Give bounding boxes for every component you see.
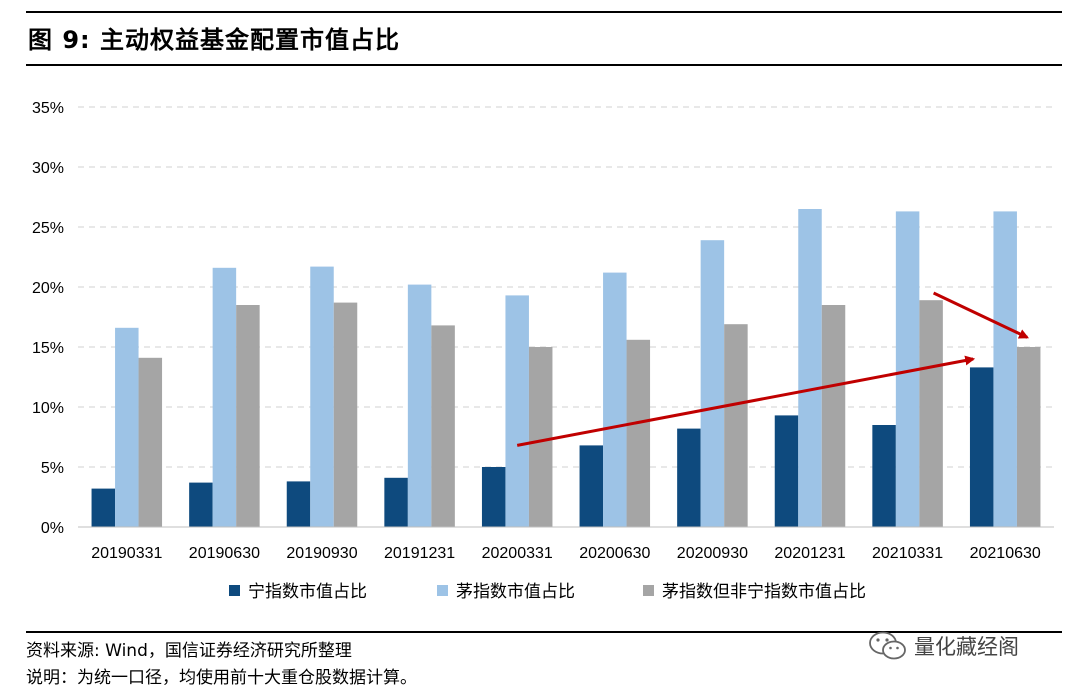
y-tick-label: 30% [32,160,64,177]
watermark: 量化藏经阁 [868,628,1019,664]
x-tick-label: 20190331 [91,545,162,562]
bar-series-3 [431,325,455,527]
bar-series-2 [310,266,334,527]
gridlines [78,106,1054,468]
bar-series-2 [603,272,627,527]
source-note: 资料来源: Wind，国信证券经济研究所整理 [26,641,352,661]
legend: 宁指数市值占比 茅指数市值占比 茅指数但非宁指数市值占比 [229,582,866,602]
bar-series-1 [384,477,408,527]
legend-swatch [229,585,240,596]
bar-series-1 [579,445,604,527]
bar-series-3 [626,339,651,527]
bar-series-3 [333,302,358,527]
figure-title: 图 9: 主动权益基金配置市值占比 [28,26,401,54]
bar-series-3 [1016,347,1041,527]
x-tick-label: 20190630 [189,545,260,562]
x-tick-label: 20200630 [579,545,650,562]
x-tick-label: 20210630 [970,545,1041,562]
x-tick-label: 20201231 [774,545,845,562]
bar-series-1 [91,488,116,527]
bar-series-1 [481,467,506,527]
wechat-icon [869,631,906,660]
top-rule [26,11,1062,13]
bar-series-3 [821,305,846,527]
bottom-rule [26,631,1062,633]
bar-series-2 [895,211,920,527]
bar-series-1 [872,425,896,527]
bar-series-1 [774,415,799,527]
y-tick-label: 5% [41,460,64,477]
bar-series-3 [724,324,748,527]
bar-series-1 [286,481,311,527]
x-tick-label: 20200930 [677,545,748,562]
bar-series-3 [528,347,553,527]
legend-label: 茅指数市值占比 [456,582,575,602]
title-rule [26,64,1062,66]
x-tick-label: 20190930 [286,545,357,562]
bar-series-2 [407,284,432,527]
legend-item: 茅指数但非宁指数市值占比 [643,582,866,602]
explanation-note: 说明：为统一口径，均使用前十大重仓股数据计算。 [26,668,417,688]
bar-series-3 [138,357,163,527]
bar-series-3 [236,305,260,527]
bar-series-2 [993,211,1017,527]
y-tick-label: 0% [41,520,64,537]
legend-swatch [643,585,654,596]
trend-arrow [932,291,1030,339]
bar-series-1 [189,482,213,527]
bar-series-2 [505,295,529,527]
bar-series-1 [969,367,994,527]
x-tick-label: 20191231 [384,545,455,562]
chart: 0%5%10%15%20%25%30%35% 20190331 20190630 2… [32,100,1054,602]
bars [91,209,1041,527]
y-axis-ticks: 0% 5% 10% 15% 20% 25% 30% 35% [32,100,64,537]
legend-item: 茅指数市值占比 [437,582,575,602]
trend-arrow [516,355,976,447]
x-axis-ticks: 20190331 20190630 20190930 20191231 20200331… [91,545,1041,562]
legend-swatch [437,585,448,596]
legend-label: 宁指数市值占比 [248,582,367,602]
y-tick-label: 20% [32,280,64,297]
trend-arrows [516,291,1030,447]
y-tick-label: 15% [32,340,64,357]
y-tick-label: 10% [32,400,64,417]
bar-series-3 [919,300,943,527]
legend-label: 茅指数但非宁指数市值占比 [662,582,866,602]
bar-series-1 [677,428,701,527]
legend-item: 宁指数市值占比 [229,582,367,602]
bar-series-2 [700,240,725,527]
bar-series-2 [212,267,237,527]
y-tick-label: 35% [32,100,64,117]
x-tick-label: 20210331 [872,545,943,562]
bar-series-2 [115,327,139,527]
watermark-text: 量化藏经阁 [914,635,1019,659]
x-tick-label: 20200331 [482,545,553,562]
bar-series-2 [798,209,822,527]
y-tick-label: 25% [32,220,64,237]
